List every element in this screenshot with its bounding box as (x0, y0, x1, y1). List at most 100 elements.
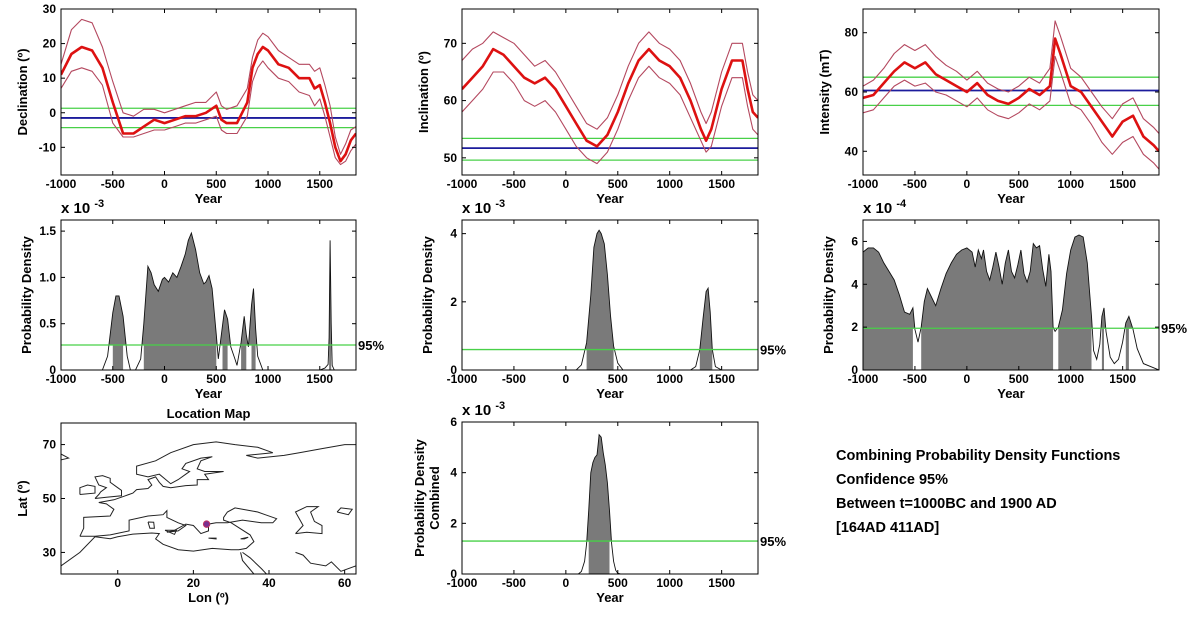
x-tick-label: -500 (101, 372, 125, 386)
declination-curve-chart: -1000 -500 0 500 1000 1500 -10 0 10 20 30 Year Decli… (15, 2, 357, 206)
gap-area (216, 345, 223, 370)
gap-area (578, 541, 589, 574)
x-tick-label: 1000 (656, 372, 683, 386)
y-tick-label: 4 (450, 227, 457, 241)
x-tick-label: 1500 (1109, 177, 1136, 191)
y-tick-label: 0 (450, 363, 457, 377)
x-tick-label: 1000 (1057, 177, 1084, 191)
y-tick-label: 6 (851, 234, 858, 248)
x-tick-label: 20 (187, 576, 201, 590)
x-axis-label: Year (195, 386, 222, 401)
x-tick-label: -500 (903, 372, 927, 386)
y-tick-label: 0 (49, 106, 56, 120)
coastline (164, 529, 178, 536)
gap-area (712, 349, 722, 370)
y-tick-label: 2 (450, 516, 457, 530)
density-area (863, 235, 1159, 370)
y-axis-label: Probability Density (19, 235, 34, 354)
x-tick-label: -1000 (848, 372, 879, 386)
y-tick-label: 60 (444, 94, 458, 108)
x-tick-label: 500 (206, 372, 226, 386)
y-tick-label: 0 (49, 363, 56, 377)
y-tick-label: 0.5 (39, 317, 56, 331)
y-tick-label: 2 (851, 320, 858, 334)
gap-area (1053, 328, 1059, 370)
x-tick-label: -500 (101, 177, 125, 191)
plot-area (462, 433, 758, 574)
y-tick-label: -10 (39, 140, 57, 154)
coastline (242, 551, 268, 574)
y-tick-label: 4 (851, 277, 858, 291)
x-tick-label: -500 (502, 372, 526, 386)
y-axis-label: Inclination (º) (416, 51, 431, 133)
plot-frame (60, 422, 357, 575)
gap-area (246, 345, 252, 370)
y-tick-label: 6 (450, 415, 457, 429)
x-tick-label: 1500 (1109, 372, 1136, 386)
plot-area (462, 31, 758, 165)
x-tick-label: -500 (903, 177, 927, 191)
mean-curve (863, 37, 1159, 153)
x-tick-label: -500 (502, 177, 526, 191)
x-tick-label: 500 (608, 177, 628, 191)
threshold-label: 95% (1161, 321, 1187, 336)
x-tick-label: -1000 (46, 372, 77, 386)
y-tick-label: 50 (43, 492, 57, 506)
threshold-label: 95% (358, 338, 384, 353)
gap-area (61, 345, 113, 370)
y-tick-label: 30 (43, 545, 57, 559)
x-axis-label: Year (997, 191, 1024, 206)
mean-curve (61, 45, 356, 163)
location-map-chart: 0 20 40 60 30 50 70 Location Map Lon (º) Lat (º) (15, 406, 357, 605)
scale-multiplier: x 10 -3 (462, 400, 505, 419)
summary-confidence: Confidence 95% (836, 472, 948, 488)
plot-frame (60, 8, 357, 176)
y-tick-label: 80 (845, 26, 859, 40)
scale-multiplier: x 10 -4 (863, 198, 907, 217)
y-axis-label: Probability Density (420, 235, 435, 354)
gap-area (1091, 328, 1102, 370)
y-tick-label: 70 (444, 36, 458, 50)
threshold-label: 95% (760, 343, 786, 358)
x-tick-label: 0 (964, 372, 971, 386)
coastline (208, 537, 217, 540)
coastline (61, 507, 278, 567)
x-tick-label: -1000 (46, 177, 77, 191)
plot-frame (862, 8, 1160, 176)
x-tick-label: 60 (338, 576, 352, 590)
x-tick-label: -1000 (447, 576, 478, 590)
plot-frame (461, 8, 759, 176)
combined-density-chart: -1000 -500 0 500 1000 1500 0 2 4 6 95% Year Probabil… (412, 400, 786, 605)
density-curve (462, 229, 758, 370)
x-tick-label: 1500 (708, 372, 735, 386)
map-area (61, 441, 356, 574)
lower-curve (61, 60, 356, 166)
y-tick-label: 1.0 (39, 270, 56, 284)
map-title: Location Map (167, 406, 251, 421)
plot-area (61, 18, 356, 166)
summary-box: Combining Probability Density Functions … (836, 444, 1196, 540)
gap-area (576, 349, 587, 370)
x-tick-label: -1000 (447, 177, 478, 191)
x-tick-label: 1500 (306, 177, 333, 191)
x-tick-label: 0 (563, 177, 570, 191)
density-area (462, 230, 758, 370)
summary-range: Between t=1000BC and 1900 AD (836, 496, 1057, 512)
plot-frame (862, 219, 1160, 371)
plot-area (863, 20, 1159, 170)
intensity-density-chart: -1000 -500 0 500 1000 1500 0 2 4 6 95% Year Probabil… (821, 198, 1187, 401)
y-axis-label: Intensity (mT) (817, 49, 832, 134)
x-tick-label: 1500 (708, 576, 735, 590)
y-axis-label: Probability Density (821, 235, 836, 354)
lower-curve (462, 65, 758, 165)
x-tick-label: 500 (608, 372, 628, 386)
plot-frame (461, 421, 759, 575)
threshold-label: 95% (760, 534, 786, 549)
x-axis-label: Year (596, 590, 623, 605)
gap-area (1104, 328, 1126, 370)
x-tick-label: 1000 (255, 372, 282, 386)
density-curve (462, 433, 758, 574)
gap-area (255, 345, 330, 370)
x-tick-label: 1500 (708, 177, 735, 191)
inclination-curve-chart: -1000 -500 0 500 1000 1500 50 60 70 Year Inclinati… (416, 8, 759, 206)
